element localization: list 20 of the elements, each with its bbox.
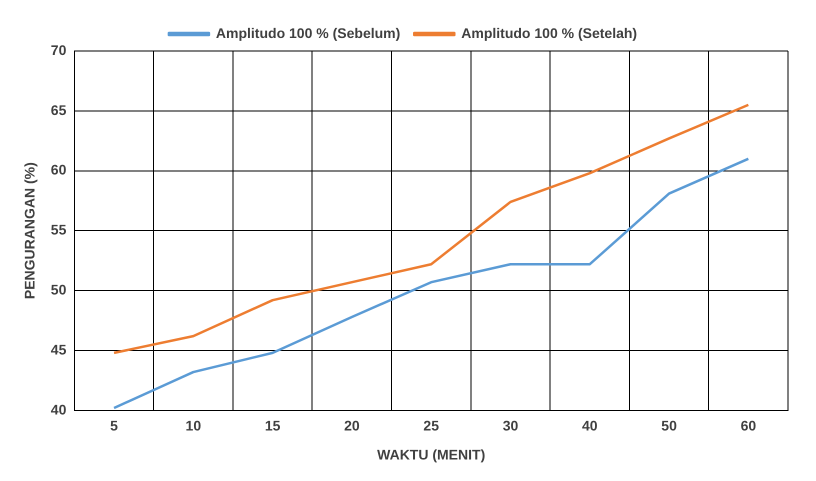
x-axis-title: WAKTU (MENIT): [377, 446, 486, 462]
x-tick-label: 60: [740, 418, 756, 434]
y-tick-label: 55: [50, 222, 67, 238]
y-tick-label: 70: [50, 42, 67, 58]
x-tick-label: 5: [110, 418, 118, 434]
legend-label: Amplitudo 100 % (Setelah): [461, 24, 638, 41]
x-tick-label: 40: [582, 418, 598, 434]
y-tick-label: 45: [50, 341, 67, 358]
y-tick-label: 65: [50, 102, 67, 118]
y-axis-title: PENGURANGAN (%): [21, 162, 38, 300]
x-tick-label: 20: [344, 418, 360, 434]
x-tick-label: 25: [423, 418, 440, 434]
x-tick-label: 15: [264, 418, 281, 434]
y-tick-label: 60: [50, 162, 67, 178]
legend-label: Amplitudo 100 % (Sebelum): [216, 24, 400, 41]
x-tick-label: 50: [661, 418, 678, 434]
x-tick-label: 10: [186, 418, 202, 434]
x-tick-label: 30: [502, 418, 518, 434]
y-tick-label: 40: [50, 401, 67, 418]
y-tick-label: 50: [50, 281, 67, 298]
